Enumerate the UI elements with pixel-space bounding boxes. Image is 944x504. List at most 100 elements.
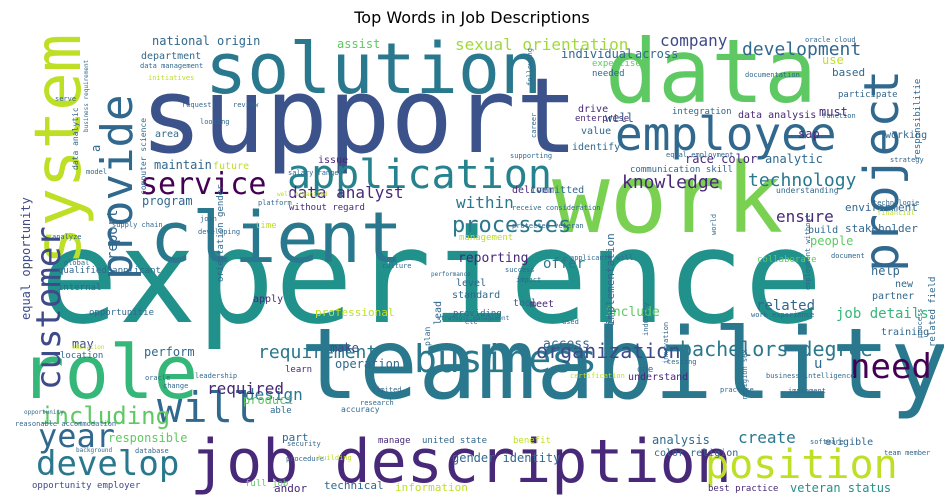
word-security: security [287, 440, 321, 448]
word-following: following [526, 48, 534, 86]
word-business-requirement: business requirement [83, 59, 90, 132]
word-oracle-cloud: oracle cloud [805, 36, 856, 44]
word-understanding: understanding [776, 186, 839, 195]
word-job-description: job description [190, 427, 732, 497]
word-implement: implement [788, 387, 826, 395]
word-location: location [60, 351, 103, 361]
word-model: model [86, 168, 107, 176]
word-required: required [207, 379, 284, 398]
word-join: join [200, 215, 217, 223]
word-across: across [635, 47, 678, 61]
word-data-analysis: data analysis [738, 110, 816, 121]
word-communication-skill: communication skill [630, 165, 733, 175]
word-may: may [72, 337, 94, 351]
word-knowledge: knowledge [622, 172, 720, 193]
word-position: position [705, 442, 898, 488]
word-supporting: supporting [510, 152, 552, 160]
word-individual: individual [561, 47, 633, 61]
word-career: career [530, 113, 538, 138]
word-building: building [318, 454, 352, 462]
word-perform: perform [144, 345, 195, 359]
word-maintain: maintain [154, 158, 212, 172]
word-ensure: ensure [776, 207, 834, 226]
word-offer: offer [543, 256, 585, 272]
word-company: company [660, 31, 728, 50]
word-performance: performance [431, 271, 471, 278]
word-technical: technical [324, 479, 384, 492]
word-responsibilitie: responsibilitie [913, 79, 923, 160]
word-people: people [810, 234, 853, 248]
word-access: access [543, 337, 590, 352]
word-standard: standard [452, 290, 500, 301]
word-equal-employment: equal employment [666, 151, 733, 159]
word-working: working [885, 130, 927, 141]
word-receive-consideration: receive consideration [512, 204, 601, 212]
word-opportunity-employer: opportunity employer [32, 481, 141, 491]
word-committed: committed [530, 185, 584, 196]
word-benefit: benefit [513, 436, 551, 446]
word-job-details: job details [836, 306, 929, 322]
word-manage: manage [378, 436, 411, 446]
word-equal-opportunity: equal opportunity [19, 197, 33, 320]
word-professional: professional [315, 306, 394, 319]
word-well: well [605, 111, 634, 125]
word-bachelors-degree: bachelors degree [680, 337, 873, 361]
word-well-organized: well organized [277, 191, 328, 198]
word-system: system [22, 34, 96, 265]
word-provide: provide [92, 95, 143, 280]
word-issue: issue [318, 155, 348, 166]
word-data: data [605, 20, 817, 123]
word-initiatives: initiatives [148, 74, 194, 82]
word-national-origin: national origin [152, 34, 260, 48]
word-orientation-gender: orientation gender [216, 184, 226, 282]
word-full-job: full job [245, 479, 288, 489]
word-needed: needed [592, 69, 625, 79]
word-reasonable-accommodation: reasonable accommodation [15, 420, 116, 428]
word-processes: processes [452, 213, 571, 238]
word-serve: serve [55, 95, 76, 103]
word-develop: develop [36, 444, 179, 484]
word-oracle: oracle [145, 374, 170, 382]
word-environment: environment [845, 201, 918, 214]
word-sap: sap [798, 127, 820, 141]
word-strategy: strategy [890, 156, 924, 164]
word-product: product [243, 393, 294, 407]
word-build: build [808, 225, 838, 236]
word-procedure: procedure [286, 455, 324, 463]
word-area: area [155, 129, 179, 140]
word-analyze: analyze [52, 233, 82, 241]
word-function: function [822, 112, 856, 120]
word-need: need [850, 347, 932, 387]
word-religion-sex: religion sex [741, 349, 749, 400]
word-program: program [142, 194, 193, 208]
word-will: will [157, 383, 258, 432]
word-requirement: requirement [258, 342, 377, 363]
word-drive: drive [578, 104, 608, 115]
word-participate: participate [838, 90, 898, 100]
word-business-intelligence: business intelligence [766, 372, 855, 380]
word-data-analytic: data analytic [71, 107, 80, 170]
word-management: management [459, 233, 513, 243]
word-teamability: teamability [300, 308, 944, 422]
word-help: help [871, 264, 900, 278]
word-opportunity: opportunity [24, 409, 64, 416]
word-client: client [150, 197, 403, 279]
word-innovation: innovation [662, 322, 670, 364]
word-collaborate: collaborate [757, 255, 817, 265]
word-color-religion: color religion [654, 448, 738, 459]
word-request: request [182, 101, 212, 109]
word-document: document [831, 252, 865, 260]
word-development: development [742, 39, 861, 60]
word-business: business [414, 337, 597, 381]
word-andor: andor [274, 482, 307, 495]
word-limited: limited [372, 386, 402, 394]
word-strategic-management: strategic management [437, 315, 510, 322]
word-operation: operation [335, 357, 400, 371]
word-certification: certification [570, 372, 625, 380]
word-process: process [916, 308, 924, 338]
word-looking: looking [200, 118, 230, 126]
word-reporting: reporting [458, 251, 528, 266]
word-include: include [605, 305, 660, 320]
